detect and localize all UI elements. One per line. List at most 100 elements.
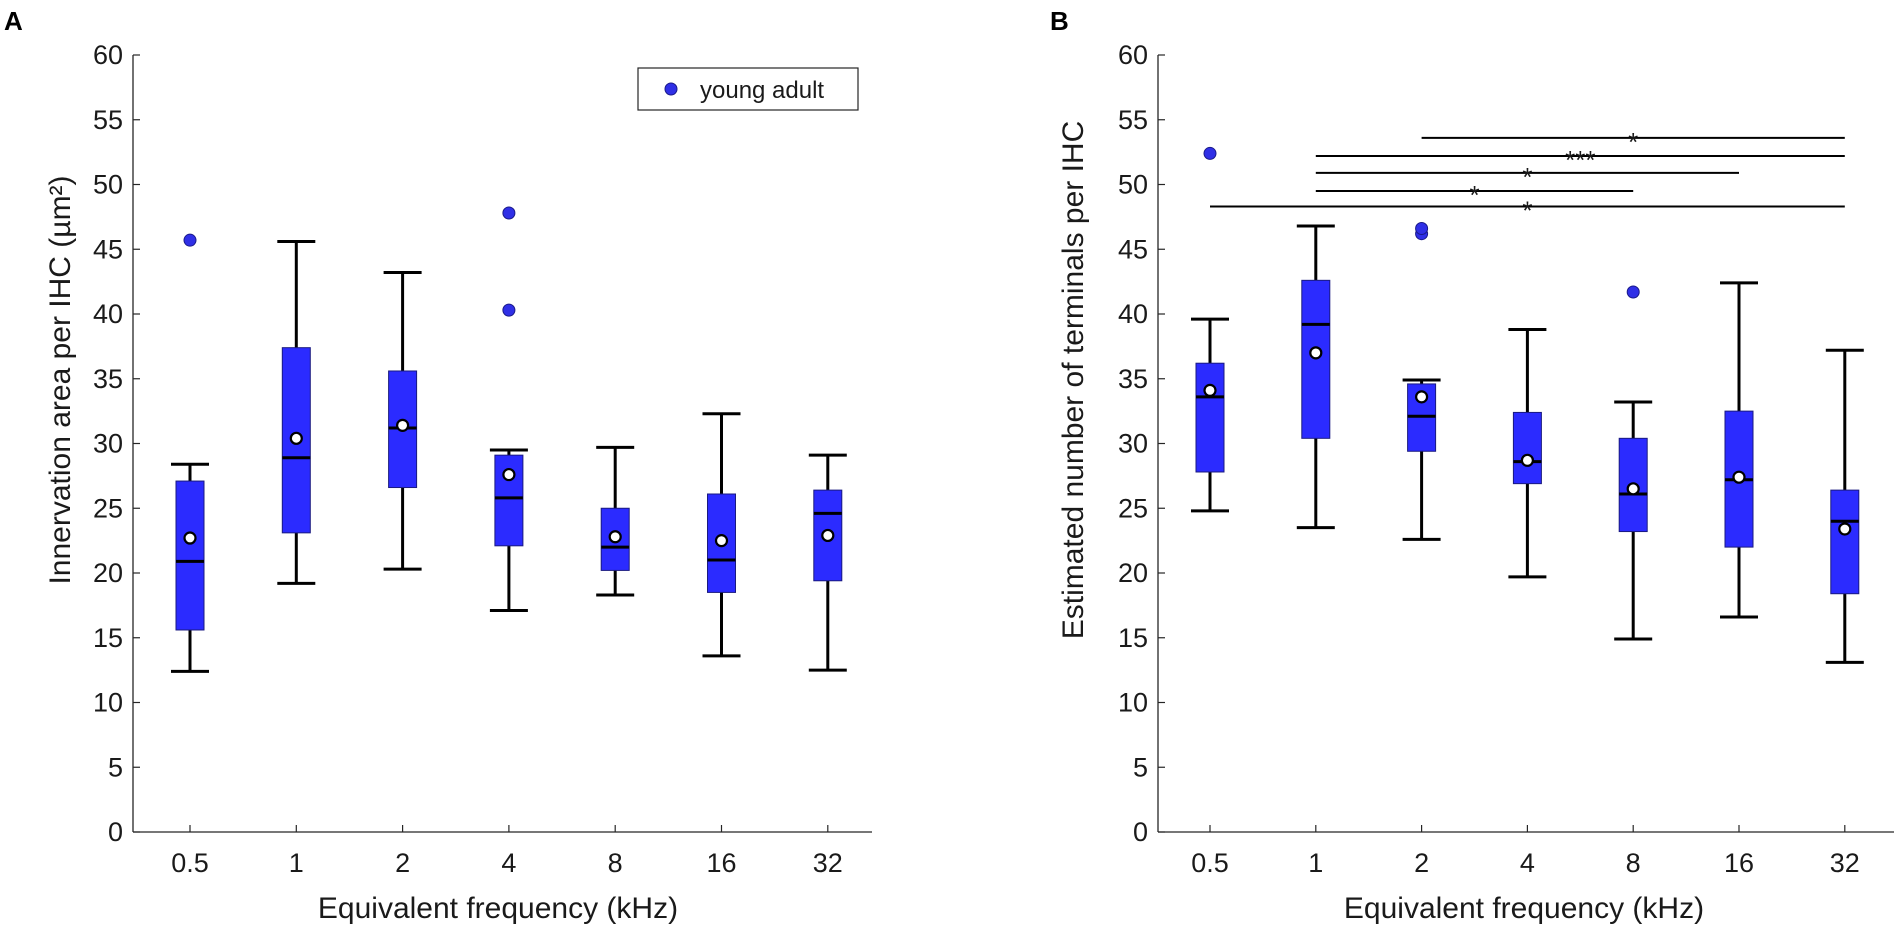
y-tick-label: 20	[93, 558, 123, 588]
x-tick-label: 1	[289, 848, 304, 878]
outlier-point	[502, 303, 516, 317]
y-tick-label: 10	[1118, 688, 1148, 718]
box-group	[277, 239, 316, 585]
x-tick-label: 1	[1308, 848, 1323, 878]
y-tick-label: 60	[93, 40, 123, 70]
x-tick-label: 16	[706, 848, 736, 878]
mean-marker	[608, 530, 622, 544]
panel-letter-b: B	[1050, 6, 1069, 36]
y-tick-label: 40	[1118, 299, 1148, 329]
x-axis-label-b: Equivalent frequency (kHz)	[1344, 892, 1704, 925]
x-tick-label: 4	[501, 848, 516, 878]
box-group	[1508, 328, 1547, 579]
box-group	[1402, 222, 1441, 541]
outlier-point	[183, 233, 197, 247]
y-tick-label: 40	[93, 299, 123, 329]
box-group	[171, 233, 209, 673]
box-group	[383, 271, 422, 571]
y-tick-label: 55	[1118, 105, 1148, 135]
mean-marker	[1203, 383, 1217, 398]
box-group	[596, 445, 635, 597]
outlier-point	[1626, 285, 1640, 299]
x-tick-label: 8	[1626, 848, 1641, 878]
y-tick-label: 0	[108, 817, 123, 847]
mean-marker	[1626, 482, 1640, 496]
y-tick-label: 35	[1118, 364, 1148, 394]
marks-b	[1191, 146, 1864, 664]
legend-label: young adult	[700, 77, 824, 104]
mean-marker	[714, 534, 729, 548]
mean-marker	[1309, 346, 1323, 360]
y-tick-label: 55	[93, 105, 123, 135]
mean-marker	[396, 418, 410, 432]
y-tick-label: 5	[108, 752, 123, 782]
y-tick-label: 0	[1133, 817, 1148, 847]
y-tick-label: 50	[1118, 170, 1148, 200]
box	[1195, 362, 1225, 473]
mean-marker	[183, 531, 197, 545]
panel-b: B Estimated number of terminals per IHC …	[1050, 6, 1894, 925]
y-tick-label: 50	[93, 170, 123, 200]
x-tick-label: 8	[608, 848, 623, 878]
panel-letter-a: A	[4, 6, 23, 36]
significance-bars: *******	[1210, 127, 1845, 226]
y-tick-label: 30	[1118, 429, 1148, 459]
outlier-point	[1415, 222, 1429, 236]
mean-marker	[1838, 522, 1852, 536]
box-group	[489, 206, 528, 613]
x-axis-label-a: Equivalent frequency (kHz)	[318, 892, 678, 925]
x-tick-label: 0.5	[171, 848, 209, 878]
y-tick-label: 30	[93, 429, 123, 459]
y-tick-label: 10	[93, 688, 123, 718]
mean-marker	[289, 431, 303, 445]
significance-label: *	[1522, 162, 1532, 192]
x-tick-label: 2	[395, 848, 410, 878]
significance-label: *	[1522, 196, 1532, 226]
box	[1830, 489, 1860, 595]
x-tick-label: 32	[813, 848, 843, 878]
box-group	[1191, 146, 1229, 513]
outlier-point	[1203, 146, 1217, 160]
mean-marker	[821, 528, 835, 543]
significance-label: *	[1628, 127, 1638, 157]
legend: young adult	[637, 67, 859, 111]
mean-marker	[1414, 390, 1429, 404]
box-group	[1825, 348, 1864, 664]
y-tick-label: 35	[93, 364, 123, 394]
axes-b: 0 5 10 15 20 25 30 35 40 45 50 55 60 0.5 1 2 4 8 16 32	[1118, 40, 1894, 878]
box-group	[1614, 285, 1653, 641]
y-tick-label: 60	[1118, 40, 1148, 70]
box	[175, 480, 205, 631]
x-tick-label: 32	[1830, 848, 1860, 878]
x-tick-label: 16	[1724, 848, 1754, 878]
y-tick-label: 20	[1118, 558, 1148, 588]
axes-a: 0 5 10 15 20 25 30 35 40 45 50 55 60 0.5 1 2 4 8 16 32	[93, 40, 872, 878]
significance-label: ***	[1565, 145, 1595, 175]
x-tick-label: 4	[1520, 848, 1535, 878]
mean-marker	[1732, 470, 1746, 484]
y-tick-label: 15	[1118, 623, 1148, 653]
y-tick-label: 45	[93, 234, 123, 264]
box-group	[1720, 281, 1758, 619]
y-tick-label: 15	[93, 623, 123, 653]
box-group	[702, 412, 741, 658]
y-tick-label: 25	[93, 493, 123, 523]
box	[1512, 411, 1542, 485]
y-axis-label-b: Estimated number of terminals per IHC	[1057, 121, 1090, 640]
y-tick-label: 45	[1118, 234, 1148, 264]
legend-marker	[664, 82, 678, 96]
mean-marker	[1520, 453, 1535, 467]
y-tick-label: 5	[1133, 752, 1148, 782]
y-axis-label-a: Innervation area per IHC (µm²)	[44, 175, 77, 584]
box-group	[808, 453, 847, 672]
outlier-point	[502, 206, 516, 220]
mean-marker	[502, 467, 516, 482]
x-tick-label: 2	[1414, 848, 1429, 878]
x-tick-label: 0.5	[1191, 848, 1229, 878]
significance-label: *	[1469, 180, 1479, 210]
marks-a	[171, 206, 847, 673]
y-tick-label: 25	[1118, 493, 1148, 523]
box-group	[1296, 224, 1335, 530]
panel-a: A Innervation area per IHC (µm²) Equival…	[4, 6, 872, 925]
